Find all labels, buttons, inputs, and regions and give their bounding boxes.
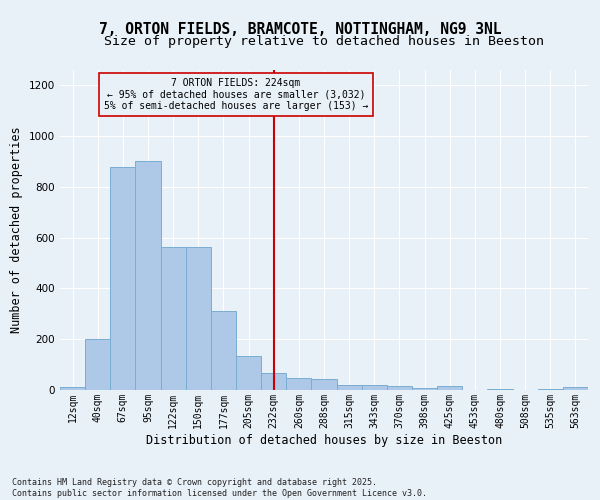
Bar (136, 162, 161, 390)
Y-axis label: Number of detached properties: Number of detached properties (10, 126, 23, 334)
Bar (85, 339, 110, 390)
Bar (311, 378, 337, 390)
X-axis label: Distribution of detached houses by size in Beeston: Distribution of detached houses by size … (146, 434, 502, 446)
Bar (161, 246, 186, 390)
Bar (337, 386, 362, 390)
Bar (362, 386, 387, 390)
Title: Size of property relative to detached houses in Beeston: Size of property relative to detached ho… (104, 35, 544, 48)
Bar (211, 312, 236, 390)
Bar (286, 378, 311, 390)
Bar (412, 388, 437, 390)
Bar (110, 166, 136, 390)
Bar (387, 386, 412, 390)
Bar (261, 374, 286, 390)
Bar (236, 356, 261, 390)
Bar (563, 388, 588, 390)
Text: 7, ORTON FIELDS, BRAMCOTE, NOTTINGHAM, NG9 3NL: 7, ORTON FIELDS, BRAMCOTE, NOTTINGHAM, N… (99, 22, 501, 38)
Text: 7 ORTON FIELDS: 224sqm
← 95% of detached houses are smaller (3,032)
5% of semi-d: 7 ORTON FIELDS: 224sqm ← 95% of detached… (104, 78, 368, 111)
Bar (186, 246, 211, 390)
Bar (437, 386, 462, 390)
Bar (60, 388, 85, 390)
Text: Contains HM Land Registry data © Crown copyright and database right 2025.
Contai: Contains HM Land Registry data © Crown c… (12, 478, 427, 498)
